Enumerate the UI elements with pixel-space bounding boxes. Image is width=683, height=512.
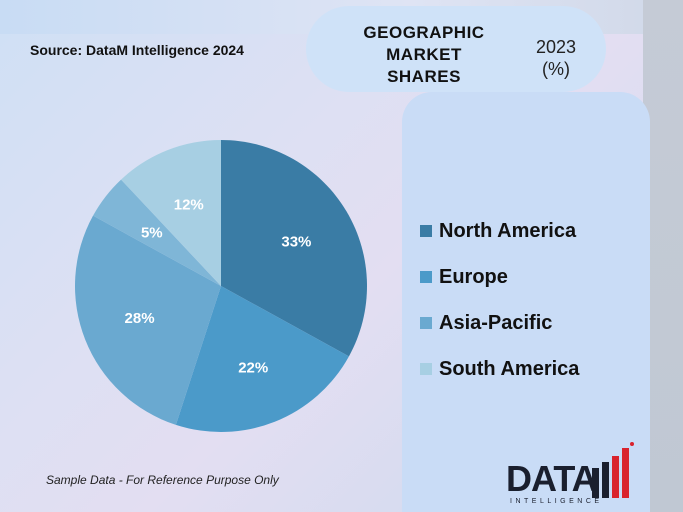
slice-label-1: 22% xyxy=(238,359,268,376)
year-unit: (%) xyxy=(542,59,570,79)
slice-label-0: 33% xyxy=(281,233,311,250)
logo-subtitle: INTELLIGENCE xyxy=(510,498,603,505)
legend-swatch-north-america xyxy=(420,225,432,237)
pie-slices xyxy=(75,140,367,432)
footer-note: Sample Data - For Reference Purpose Only xyxy=(46,473,279,487)
year-value: 2023 xyxy=(535,37,577,57)
legend: North America Europe Asia-Pacific South … xyxy=(420,208,579,392)
legend-item-asia-pacific: Asia-Pacific xyxy=(420,300,579,346)
slice-label-4: 12% xyxy=(174,197,204,214)
legend-item-north-america: North America xyxy=(420,208,579,254)
title-bubble xyxy=(306,6,606,92)
legend-label-south-america: South America xyxy=(439,357,580,380)
pie-slice-asia-pacific xyxy=(75,215,221,425)
legend-item-south-america: South America xyxy=(420,346,579,392)
datam-logo: DATA INTELLIGENCE xyxy=(506,440,636,510)
legend-label-asia-pacific: Asia-Pacific xyxy=(439,311,553,334)
source-label: Source: DataM Intelligence 2024 xyxy=(30,42,244,58)
slice-label-2: 28% xyxy=(125,310,155,327)
pie-slice-other-3 xyxy=(93,179,221,286)
legend-swatch-europe xyxy=(420,271,432,283)
pie-slice-europe xyxy=(175,286,349,432)
legend-label-europe: Europe xyxy=(439,265,508,288)
chart-title: GEOGRAPHIC MARKET SHARES xyxy=(344,22,504,88)
legend-panel xyxy=(402,92,650,512)
logo-bars-icon xyxy=(592,442,634,498)
logo-text: DATA xyxy=(506,458,598,499)
legend-label-north-america: North America xyxy=(439,219,577,242)
legend-swatch-south-america xyxy=(420,363,432,375)
title-line-3: SHARES xyxy=(387,67,461,86)
title-line-1: GEOGRAPHIC xyxy=(363,23,485,42)
pie-labels: 33% 22% 28% 5% 12% xyxy=(125,197,312,377)
pie-slice-north-america xyxy=(221,140,367,357)
year-label: 2023 (%) xyxy=(524,36,588,80)
title-line-2: MARKET xyxy=(386,45,462,64)
legend-item-europe: Europe xyxy=(420,254,579,300)
legend-swatch-asia-pacific xyxy=(420,317,432,329)
slice-label-3: 5% xyxy=(141,224,163,241)
pie-slice-south-america xyxy=(121,140,221,286)
